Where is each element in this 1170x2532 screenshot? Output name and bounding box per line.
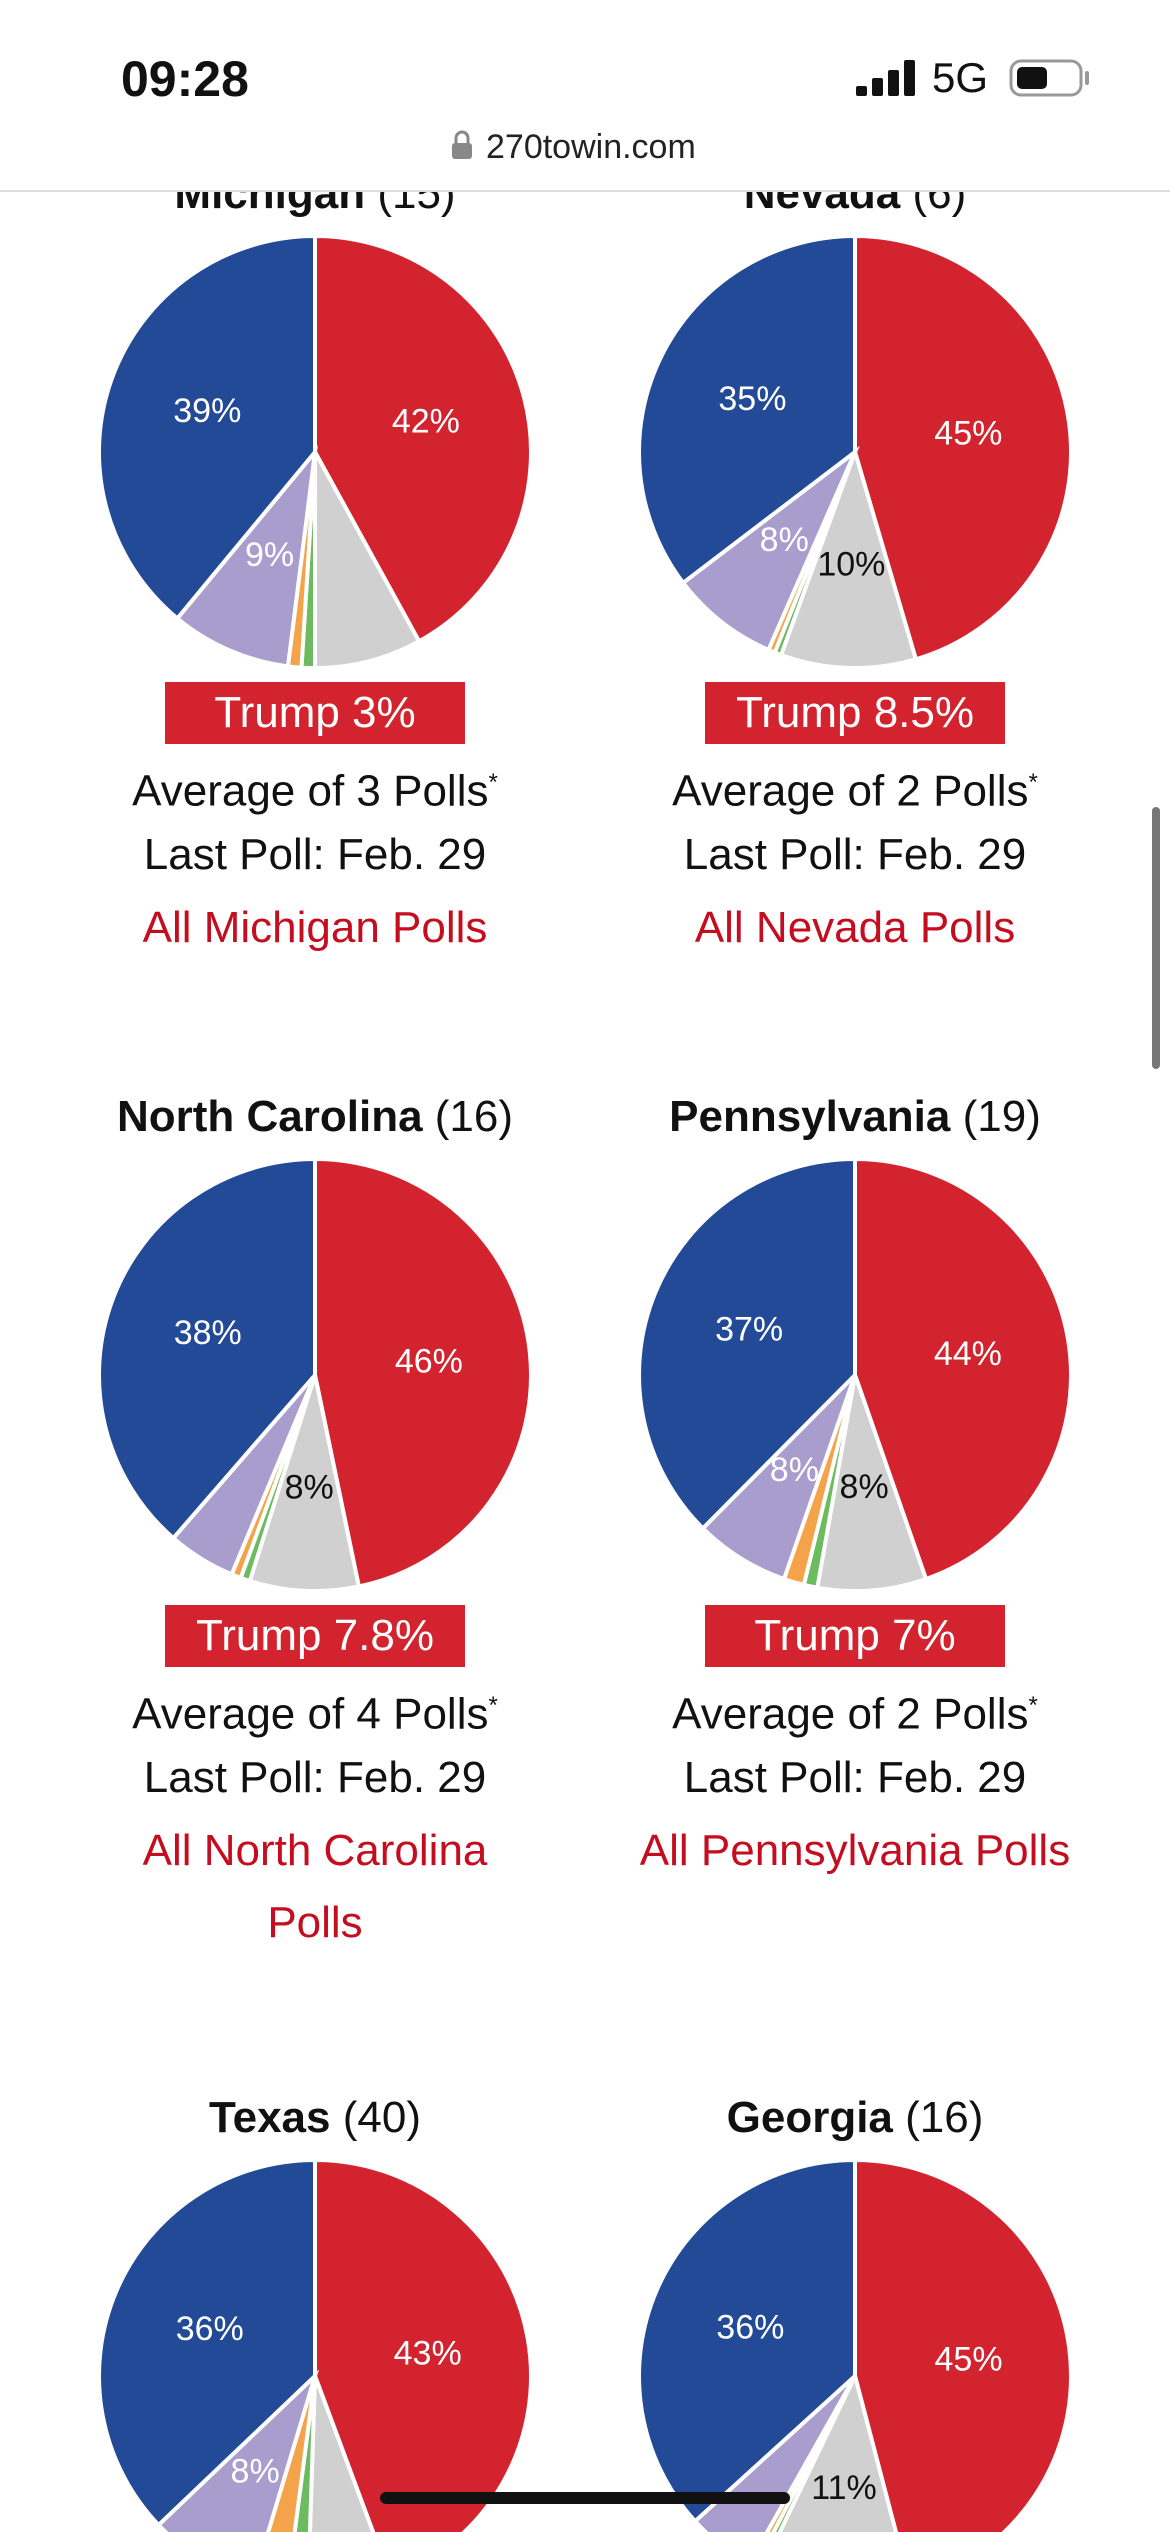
state-name: North Carolina	[116, 1092, 423, 1141]
slice-label: 36%	[176, 2310, 244, 2348]
pie-slice	[313, 451, 422, 671]
slice-label: 39%	[173, 392, 241, 430]
pie-slice	[814, 1367, 929, 1593]
leader-box: Trump 3%	[165, 682, 465, 744]
scrollbar	[1152, 807, 1160, 1069]
pie-slice	[637, 1156, 857, 1532]
pie-slice	[853, 2157, 1073, 2532]
battery-tip	[1085, 71, 1089, 85]
slice-label: 45%	[935, 2340, 1003, 2378]
poll-count: Average of 4 Polls	[132, 1689, 489, 1739]
battery	[1009, 59, 1083, 97]
poll-count: Average of 2 Polls	[672, 766, 1029, 816]
footnote-mark: *	[1028, 769, 1038, 796]
pie-slice	[97, 233, 317, 622]
slice-label: 44%	[934, 1335, 1002, 1373]
leader-box: Trump 8.5%	[705, 682, 1005, 744]
slice-label: 37%	[715, 1310, 783, 1348]
slice-label: 46%	[395, 1342, 463, 1380]
last-poll: Last Poll: Feb. 29	[683, 1753, 1027, 1802]
slice-label: 43%	[394, 2335, 462, 2373]
state-name: Pennsylvania	[669, 1092, 951, 1141]
pie-slice	[637, 2157, 857, 2525]
signal-bar	[904, 60, 915, 96]
poll-average: Average of 2 Polls*	[672, 1680, 1038, 1741]
poll-average: Average of 2 Polls*	[672, 757, 1038, 818]
pie-slice	[680, 445, 860, 653]
electoral-votes: (40)	[342, 2093, 421, 2142]
signal-bar	[856, 86, 867, 96]
last-poll: Last Poll: Feb. 29	[683, 830, 1027, 879]
slice-label: 10%	[817, 545, 885, 583]
leader-box: Trump 7%	[705, 1605, 1005, 1667]
poll-count: Average of 3 Polls	[132, 766, 489, 816]
pie-slice	[313, 2157, 533, 2532]
pie-slice	[292, 2375, 317, 2532]
battery-level	[1017, 67, 1047, 89]
pie-slice	[313, 1156, 534, 1589]
polls-link[interactable]: All North Carolina Polls	[142, 1826, 488, 1947]
status-icons	[452, 59, 1089, 159]
slice-label: 8%	[770, 1451, 819, 1489]
state-name: Texas	[209, 2093, 331, 2142]
slice-label: 9%	[245, 536, 294, 574]
pie-slice	[853, 1156, 1073, 1582]
slice-label: 11%	[811, 2469, 877, 2507]
lock-shackle	[454, 130, 470, 144]
slice-label: 8%	[840, 1468, 889, 1506]
poll-count: Average of 2 Polls	[672, 1689, 1029, 1739]
slice-label: 35%	[718, 380, 786, 418]
polls-link[interactable]: All Nevada Polls	[694, 903, 1016, 952]
state-name: Georgia	[726, 2093, 893, 2142]
lock-icon	[452, 143, 472, 159]
slice-label: 42%	[392, 403, 460, 441]
header: 09:28 5G 270towin.com	[0, 0, 1170, 192]
polls-link[interactable]: All Michigan Polls	[142, 903, 488, 952]
home-indicator	[380, 2492, 790, 2504]
electoral-votes: (19)	[962, 1092, 1041, 1141]
time: 09:28	[121, 51, 249, 107]
slice-label: 36%	[716, 2309, 784, 2347]
url[interactable]: 270towin.com	[486, 128, 696, 166]
pie-slice	[853, 233, 1073, 662]
footnote-mark: *	[488, 1692, 498, 1719]
pie-slice	[778, 445, 919, 670]
pie-slice	[174, 445, 318, 669]
last-poll: Last Poll: Feb. 29	[143, 830, 487, 879]
leader-box: Trump 7.8%	[165, 1605, 465, 1667]
polls-link[interactable]: All Pennsylvania Polls	[639, 1826, 1071, 1875]
slice-label: 8%	[760, 521, 809, 559]
pie-slice	[777, 2370, 898, 2532]
pie-slice	[307, 2375, 376, 2532]
state-title: North Carolina (16)	[117, 1091, 513, 1143]
network: 5G	[932, 54, 989, 101]
slice-label: 45%	[934, 415, 1002, 453]
state-title: Pennsylvania (19)	[669, 1091, 1041, 1143]
signal-bar	[872, 78, 883, 96]
signal-bar	[888, 70, 899, 96]
last-poll: Last Poll: Feb. 29	[143, 1753, 487, 1802]
pie-slice	[313, 233, 533, 645]
poll-average: Average of 4 Polls*	[132, 1680, 498, 1741]
pie-slice	[637, 233, 857, 586]
electoral-votes: (16)	[434, 1092, 514, 1141]
pie-slice	[97, 1156, 317, 1541]
poll-average: Average of 3 Polls*	[132, 757, 498, 818]
footnote-mark: *	[488, 769, 498, 796]
pie-slice	[247, 1367, 362, 1594]
slice-label: 8%	[231, 2453, 280, 2491]
electoral-votes: (16)	[905, 2093, 984, 2142]
state-title: Georgia (16)	[727, 2092, 984, 2144]
state-title: Texas (40)	[209, 2092, 421, 2144]
footnote-mark: *	[1028, 1692, 1038, 1719]
slice-label: 38%	[174, 1314, 242, 1352]
slice-label: 8%	[285, 1468, 334, 1506]
pie-slice	[97, 2157, 317, 2528]
